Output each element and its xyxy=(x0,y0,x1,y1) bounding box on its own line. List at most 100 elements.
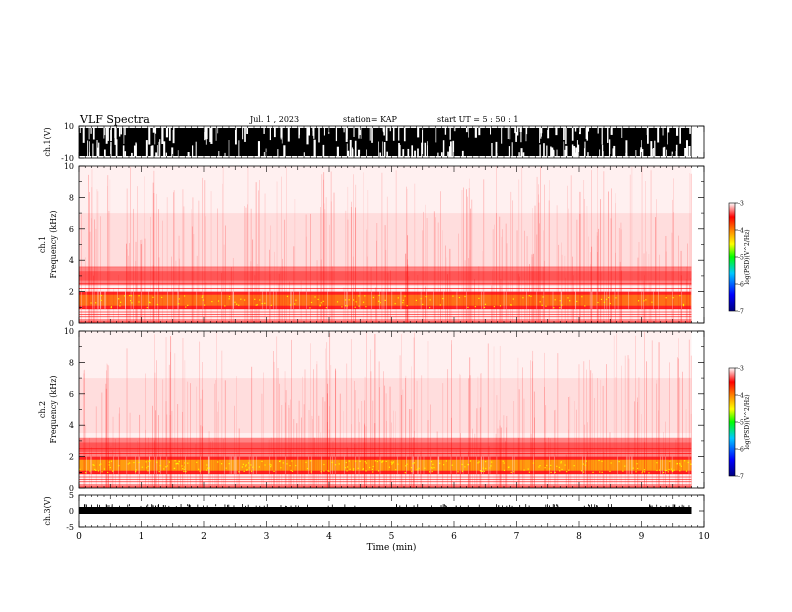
waveform-gap xyxy=(437,152,439,156)
waveform-gap xyxy=(417,148,419,156)
colorbar-tick-label: -6 xyxy=(738,282,744,289)
power-speckle xyxy=(432,463,434,466)
power-speckle xyxy=(156,461,158,463)
waveform-gap xyxy=(539,128,541,144)
power-speckle xyxy=(208,467,210,469)
power-speckle xyxy=(314,296,316,298)
waveform-gap xyxy=(564,149,566,156)
power-speckle xyxy=(310,471,312,473)
power-speckle xyxy=(385,460,387,462)
waveform-spike xyxy=(678,505,680,509)
waveform-spike xyxy=(263,505,265,509)
power-speckle xyxy=(348,299,350,301)
waveform-gap xyxy=(650,141,653,156)
waveform-gap xyxy=(242,128,244,140)
waveform-gap xyxy=(509,128,511,140)
power-speckle xyxy=(127,463,129,465)
waveform-spike xyxy=(611,504,612,508)
power-speckle xyxy=(405,465,407,467)
waveform-spike xyxy=(188,504,190,510)
waveform-gap xyxy=(172,128,175,144)
power-speckle xyxy=(582,463,584,465)
power-speckle xyxy=(183,295,186,297)
x-tick-label: 6 xyxy=(451,532,457,542)
power-speckle xyxy=(130,295,132,297)
waveform-gap xyxy=(610,128,613,135)
y-tick-label: 8 xyxy=(69,193,74,202)
power-speckle xyxy=(680,465,682,467)
waveform-gap xyxy=(652,148,653,156)
power-speckle xyxy=(598,459,600,462)
waveform-spike xyxy=(440,505,442,508)
waveform-spike xyxy=(683,505,685,510)
chart-title: VLF Spectra xyxy=(80,113,150,126)
waveform-gap xyxy=(123,128,125,144)
power-speckle xyxy=(240,298,242,300)
power-speckle xyxy=(510,304,512,306)
waveform-gap xyxy=(191,145,194,156)
power-speckle xyxy=(183,468,185,470)
power-speckle xyxy=(637,467,639,470)
waveform-gap xyxy=(124,151,127,156)
power-speckle xyxy=(439,304,441,306)
power-speckle xyxy=(264,464,266,466)
power-speckle xyxy=(645,299,647,301)
power-speckle xyxy=(561,304,563,306)
power-speckle xyxy=(499,305,502,307)
y-tick-label: 6 xyxy=(69,225,74,234)
noise-diffuse-band xyxy=(79,213,692,269)
power-speckle xyxy=(95,469,97,471)
power-speckle xyxy=(391,463,393,465)
waveform-spike xyxy=(180,504,182,509)
waveform-spike xyxy=(688,505,690,509)
waveform-spike xyxy=(681,504,683,508)
power-speckle xyxy=(503,462,505,464)
waveform-gap xyxy=(383,142,386,156)
power-speckle xyxy=(357,467,359,469)
y-tick-label: 10 xyxy=(64,162,74,171)
waveform-spike xyxy=(431,505,432,510)
waveform-spike xyxy=(91,504,93,510)
waveform-gap xyxy=(574,152,577,156)
waveform-gap xyxy=(448,146,451,156)
x-tick-label: 10 xyxy=(698,532,710,542)
power-speckle xyxy=(402,302,404,304)
power-speckle xyxy=(273,470,275,472)
y-tick-label: -10 xyxy=(61,154,74,163)
power-speckle xyxy=(682,305,685,307)
power-speckle xyxy=(364,295,366,297)
waveform-gap xyxy=(89,141,90,156)
waveform-gap xyxy=(382,128,384,133)
waveform-gap xyxy=(516,128,519,136)
power-speckle xyxy=(513,471,515,473)
y-tick-label: -5 xyxy=(66,523,74,532)
waveform-gap xyxy=(103,149,106,156)
power-speckle xyxy=(256,304,258,306)
power-speckle xyxy=(384,299,386,301)
power-speckle xyxy=(217,461,219,463)
power-speckle xyxy=(461,463,463,466)
power-speckle xyxy=(458,296,460,299)
power-speckle xyxy=(479,470,481,472)
emission-band-red-core xyxy=(79,271,692,281)
waveform-gap xyxy=(115,139,118,156)
waveform-spike xyxy=(188,504,190,508)
waveform-spike xyxy=(206,505,208,511)
waveform-gap xyxy=(667,128,670,133)
power-speckle xyxy=(560,461,562,463)
power-speckle xyxy=(676,462,678,465)
colorbar xyxy=(728,202,736,312)
waveform-spike xyxy=(245,505,246,511)
waveform-gap xyxy=(449,147,452,156)
power-speckle xyxy=(362,301,365,303)
power-speckle xyxy=(185,471,187,473)
power-speckle xyxy=(659,469,661,471)
power-speckle xyxy=(510,471,512,473)
waveform-gap xyxy=(161,128,164,145)
power-speckle xyxy=(228,296,231,298)
waveform-gap xyxy=(154,128,157,134)
power-speckle xyxy=(671,470,674,472)
power-speckle xyxy=(554,299,556,301)
power-speckle xyxy=(669,460,671,462)
power-speckle xyxy=(528,295,530,297)
